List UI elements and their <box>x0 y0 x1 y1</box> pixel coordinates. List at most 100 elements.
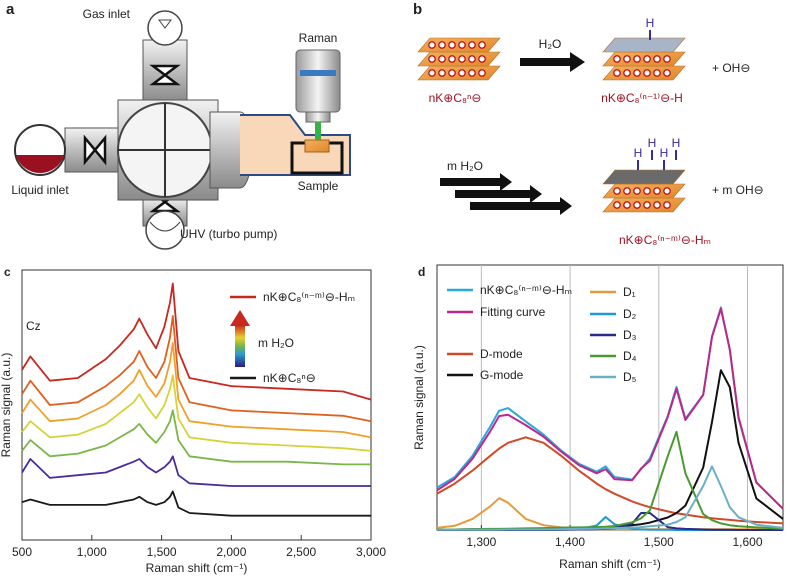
potassium <box>653 201 661 209</box>
potassium <box>633 69 641 77</box>
sample <box>304 139 330 153</box>
x-tick-label: 1,300 <box>466 535 496 549</box>
legend-label: nK⊕C₈ⁿ⊖ <box>263 371 316 385</box>
plot-frame <box>21 269 372 541</box>
potassium <box>458 55 466 63</box>
y-axis-label: Raman signal (a.u.) <box>0 353 13 458</box>
potassium <box>623 201 631 209</box>
pump <box>145 210 185 250</box>
x-axis-label: Raman shift (cm⁻¹) <box>559 557 661 571</box>
graphene-sheet <box>602 169 686 185</box>
panel-d: 1,300 1,400 1,500 1,600 Raman shift (cm⁻¹) Ra… <box>412 264 784 571</box>
x-tick-label: 1,600 <box>732 535 762 549</box>
laser <box>315 122 321 140</box>
hydrogen: H <box>672 136 681 150</box>
gas-symbol <box>158 19 172 29</box>
potassium <box>633 187 641 195</box>
gradient-arrowhead <box>230 310 250 326</box>
spectrum <box>21 314 372 423</box>
formula: nK⊕C₈⁽ⁿ⁻¹⁾⊖-H <box>601 91 683 105</box>
potassium <box>478 69 486 77</box>
potassium <box>663 69 671 77</box>
legend-label: G-mode <box>480 368 524 382</box>
legend-label: D₅ <box>623 370 637 384</box>
potassium <box>458 41 466 49</box>
x-tick-label: 1,400 <box>555 535 585 549</box>
panel-label: b <box>413 1 422 18</box>
spectrum <box>436 306 784 510</box>
arrow <box>520 52 585 72</box>
panel-b: b H₂O nK⊕C₈ⁿ⊖ nK⊕C₈⁽ⁿ⁻¹⁾⊖-H + OH⊖ m H₂O … <box>413 1 764 247</box>
panel-label: a <box>6 1 15 18</box>
byproduct: + m OH⊖ <box>712 183 764 197</box>
legend-label: D₄ <box>623 349 637 363</box>
potassium <box>653 187 661 195</box>
spectrum <box>21 282 372 401</box>
potassium <box>468 69 476 77</box>
potassium <box>643 187 651 195</box>
legend-label: D₂ <box>623 307 637 321</box>
graphene-sheet <box>602 37 686 53</box>
objective <box>295 49 341 113</box>
potassium <box>448 69 456 77</box>
potassium <box>643 201 651 209</box>
formula: nK⊕C₈⁽ⁿ⁻ᵐ⁾⊖-Hₘ <box>619 233 711 247</box>
gradient-arrow <box>235 325 245 367</box>
potassium <box>633 55 641 63</box>
spectrum <box>21 409 371 466</box>
zoom-region <box>240 114 351 176</box>
panel-label: c <box>4 265 11 279</box>
potassium <box>643 55 651 63</box>
valve <box>83 134 107 166</box>
legend-label: nK⊕C₈⁽ⁿ⁻ᵐ⁾⊖-Hₘ <box>480 283 572 297</box>
spectrum <box>436 436 784 525</box>
arrow <box>470 197 572 215</box>
potassium <box>663 201 671 209</box>
spectrum <box>21 374 372 452</box>
potassium <box>623 187 631 195</box>
potassium <box>663 187 671 195</box>
hydrogen: H <box>660 146 669 160</box>
potassium <box>653 69 661 77</box>
potassium <box>633 201 641 209</box>
legend-label: nK⊕C₈⁽ⁿ⁻ᵐ⁾⊖-Hₘ <box>263 290 355 304</box>
label: Raman <box>299 31 338 45</box>
potassium <box>623 55 631 63</box>
spectrum <box>21 490 371 517</box>
potassium <box>613 187 621 195</box>
potassium <box>448 41 456 49</box>
x-tick-label: 500 <box>12 545 32 559</box>
valve <box>149 64 181 86</box>
potassium <box>613 69 621 77</box>
label: UHV (turbo pump) <box>180 227 277 241</box>
objective-ring <box>300 70 336 76</box>
formula: nK⊕C₈ⁿ⊖ <box>429 91 482 105</box>
potassium <box>438 69 446 77</box>
arrow <box>440 173 512 191</box>
byproduct: + OH⊖ <box>712 61 750 75</box>
potassium <box>468 41 476 49</box>
potassium <box>438 41 446 49</box>
panel-c: 500 1,000 1,500 2,000 2,500 3,000 Raman shift … <box>0 265 386 575</box>
spectrum <box>436 307 784 510</box>
legend-label: Fitting curve <box>480 305 546 319</box>
arrow <box>455 185 542 203</box>
y-axis-label: Raman signal (a.u.) <box>412 345 426 450</box>
reagent: H₂O <box>539 37 562 51</box>
panel-label: d <box>418 265 425 279</box>
potassium <box>613 55 621 63</box>
label: Gas inlet <box>83 7 131 21</box>
x-tick-label: 1,000 <box>77 545 107 559</box>
potassium <box>643 69 651 77</box>
potassium <box>438 55 446 63</box>
x-tick-label: 1,500 <box>147 545 177 559</box>
spectrum <box>21 455 371 487</box>
spectrum <box>437 369 784 531</box>
potassium <box>478 41 486 49</box>
spectrum <box>437 430 784 531</box>
x-tick-label: 1,500 <box>644 535 674 549</box>
label: Sample <box>298 179 339 193</box>
potassium <box>458 69 466 77</box>
